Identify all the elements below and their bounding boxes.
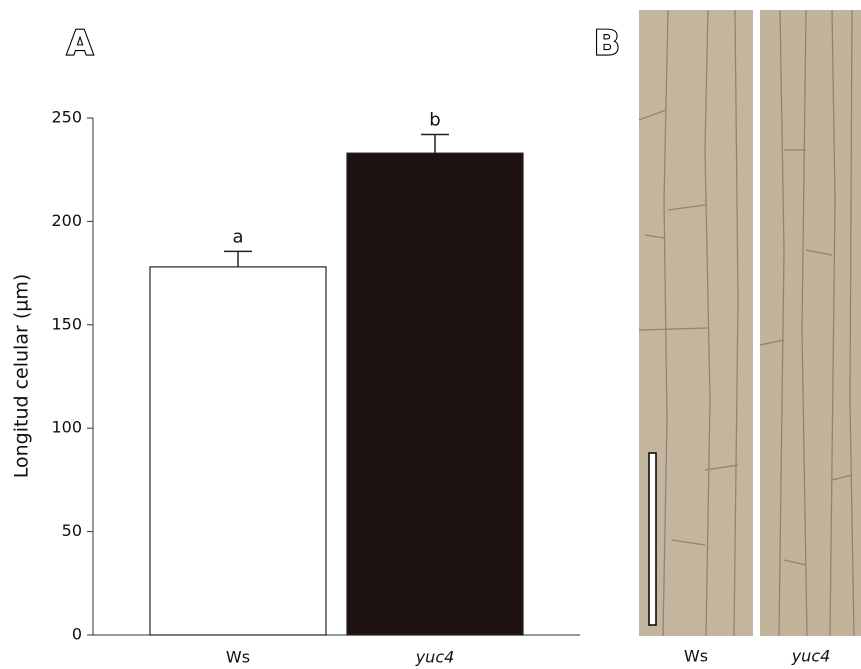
image-caption: yuc4 [791, 647, 831, 666]
scale-bar [649, 453, 656, 625]
y-tick-label: 200 [51, 211, 82, 230]
y-tick-label: 100 [51, 418, 82, 437]
error-bar [224, 251, 252, 267]
x-tick-label: Ws [226, 648, 250, 667]
panel-label: A [67, 24, 94, 64]
y-tick-label: 0 [72, 625, 82, 644]
panel-label: B [594, 24, 620, 64]
significance-label: a [232, 226, 243, 247]
figure: A B Longitud celular (µm) Ws yuc4 0 50 100… [0, 0, 861, 669]
bar [150, 267, 326, 635]
x-tick-label: yuc4 [415, 648, 455, 667]
micrograph [760, 10, 861, 636]
bar [347, 153, 523, 635]
y-tick-label: 250 [51, 108, 82, 127]
image-caption: Ws [684, 647, 708, 666]
significance-label: b [429, 110, 440, 131]
error-bar [421, 135, 449, 154]
y-axis-label: Longitud celular (µm) [11, 274, 33, 479]
y-tick-label: 50 [62, 521, 82, 540]
y-tick-label: 150 [51, 314, 82, 333]
micrographs [639, 10, 861, 636]
